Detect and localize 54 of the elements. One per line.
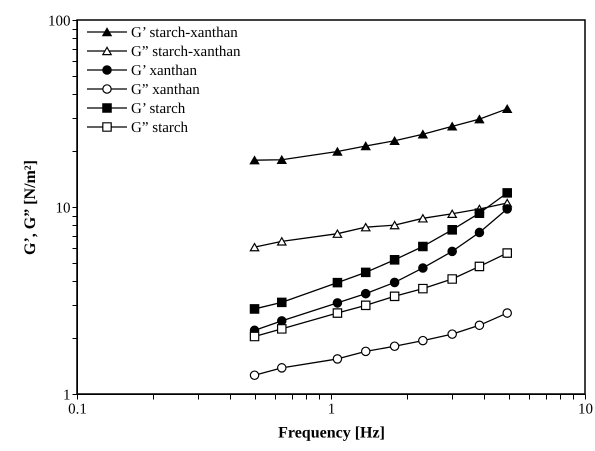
point (332, 354, 342, 364)
point (474, 114, 484, 124)
point (360, 346, 371, 356)
point (474, 320, 484, 330)
x-tick-label: 10 (578, 402, 593, 418)
point (418, 336, 428, 346)
point (474, 228, 484, 238)
point (360, 268, 371, 278)
y-tick-label: 10 (56, 200, 70, 216)
point (390, 278, 400, 288)
y-tick-label: 100 (48, 14, 70, 30)
point (332, 278, 342, 288)
point (360, 288, 371, 298)
point (390, 255, 400, 265)
point (447, 122, 457, 131)
legend-label: G’ starch-xanthan (131, 25, 238, 41)
point (360, 142, 371, 150)
point (418, 242, 428, 252)
point (447, 246, 457, 256)
legend-label: G” starch-xanthan (131, 44, 242, 60)
legend-label: G’ xanthan (131, 63, 198, 79)
point (332, 298, 342, 308)
point (447, 210, 457, 218)
legend-label: G” xanthan (131, 82, 200, 98)
point (390, 220, 400, 230)
y-axis-title: G’, G” [N/m²] (22, 160, 39, 255)
point (502, 188, 512, 198)
point (360, 300, 371, 310)
point (390, 341, 400, 352)
point (418, 130, 428, 138)
point (360, 222, 371, 232)
x-tick-label: 1 (328, 402, 336, 418)
point (390, 136, 400, 146)
point (418, 263, 428, 273)
point (332, 147, 342, 156)
x-axis-title: Frequency [Hz] (278, 424, 385, 442)
point (447, 225, 457, 235)
x-tick-label: 0.1 (68, 402, 87, 418)
y-tick-label: 1 (63, 388, 70, 404)
point (418, 214, 428, 223)
point (502, 104, 512, 114)
point (474, 262, 484, 272)
point (332, 229, 342, 238)
point (474, 208, 484, 218)
point (418, 284, 428, 294)
legend-label: G” starch (131, 120, 189, 136)
legend-label: G’ starch (131, 101, 186, 117)
point (390, 292, 400, 302)
point (447, 274, 457, 284)
point (447, 329, 457, 339)
point (502, 248, 512, 258)
point (502, 308, 512, 318)
point (502, 204, 512, 214)
point (332, 308, 342, 318)
